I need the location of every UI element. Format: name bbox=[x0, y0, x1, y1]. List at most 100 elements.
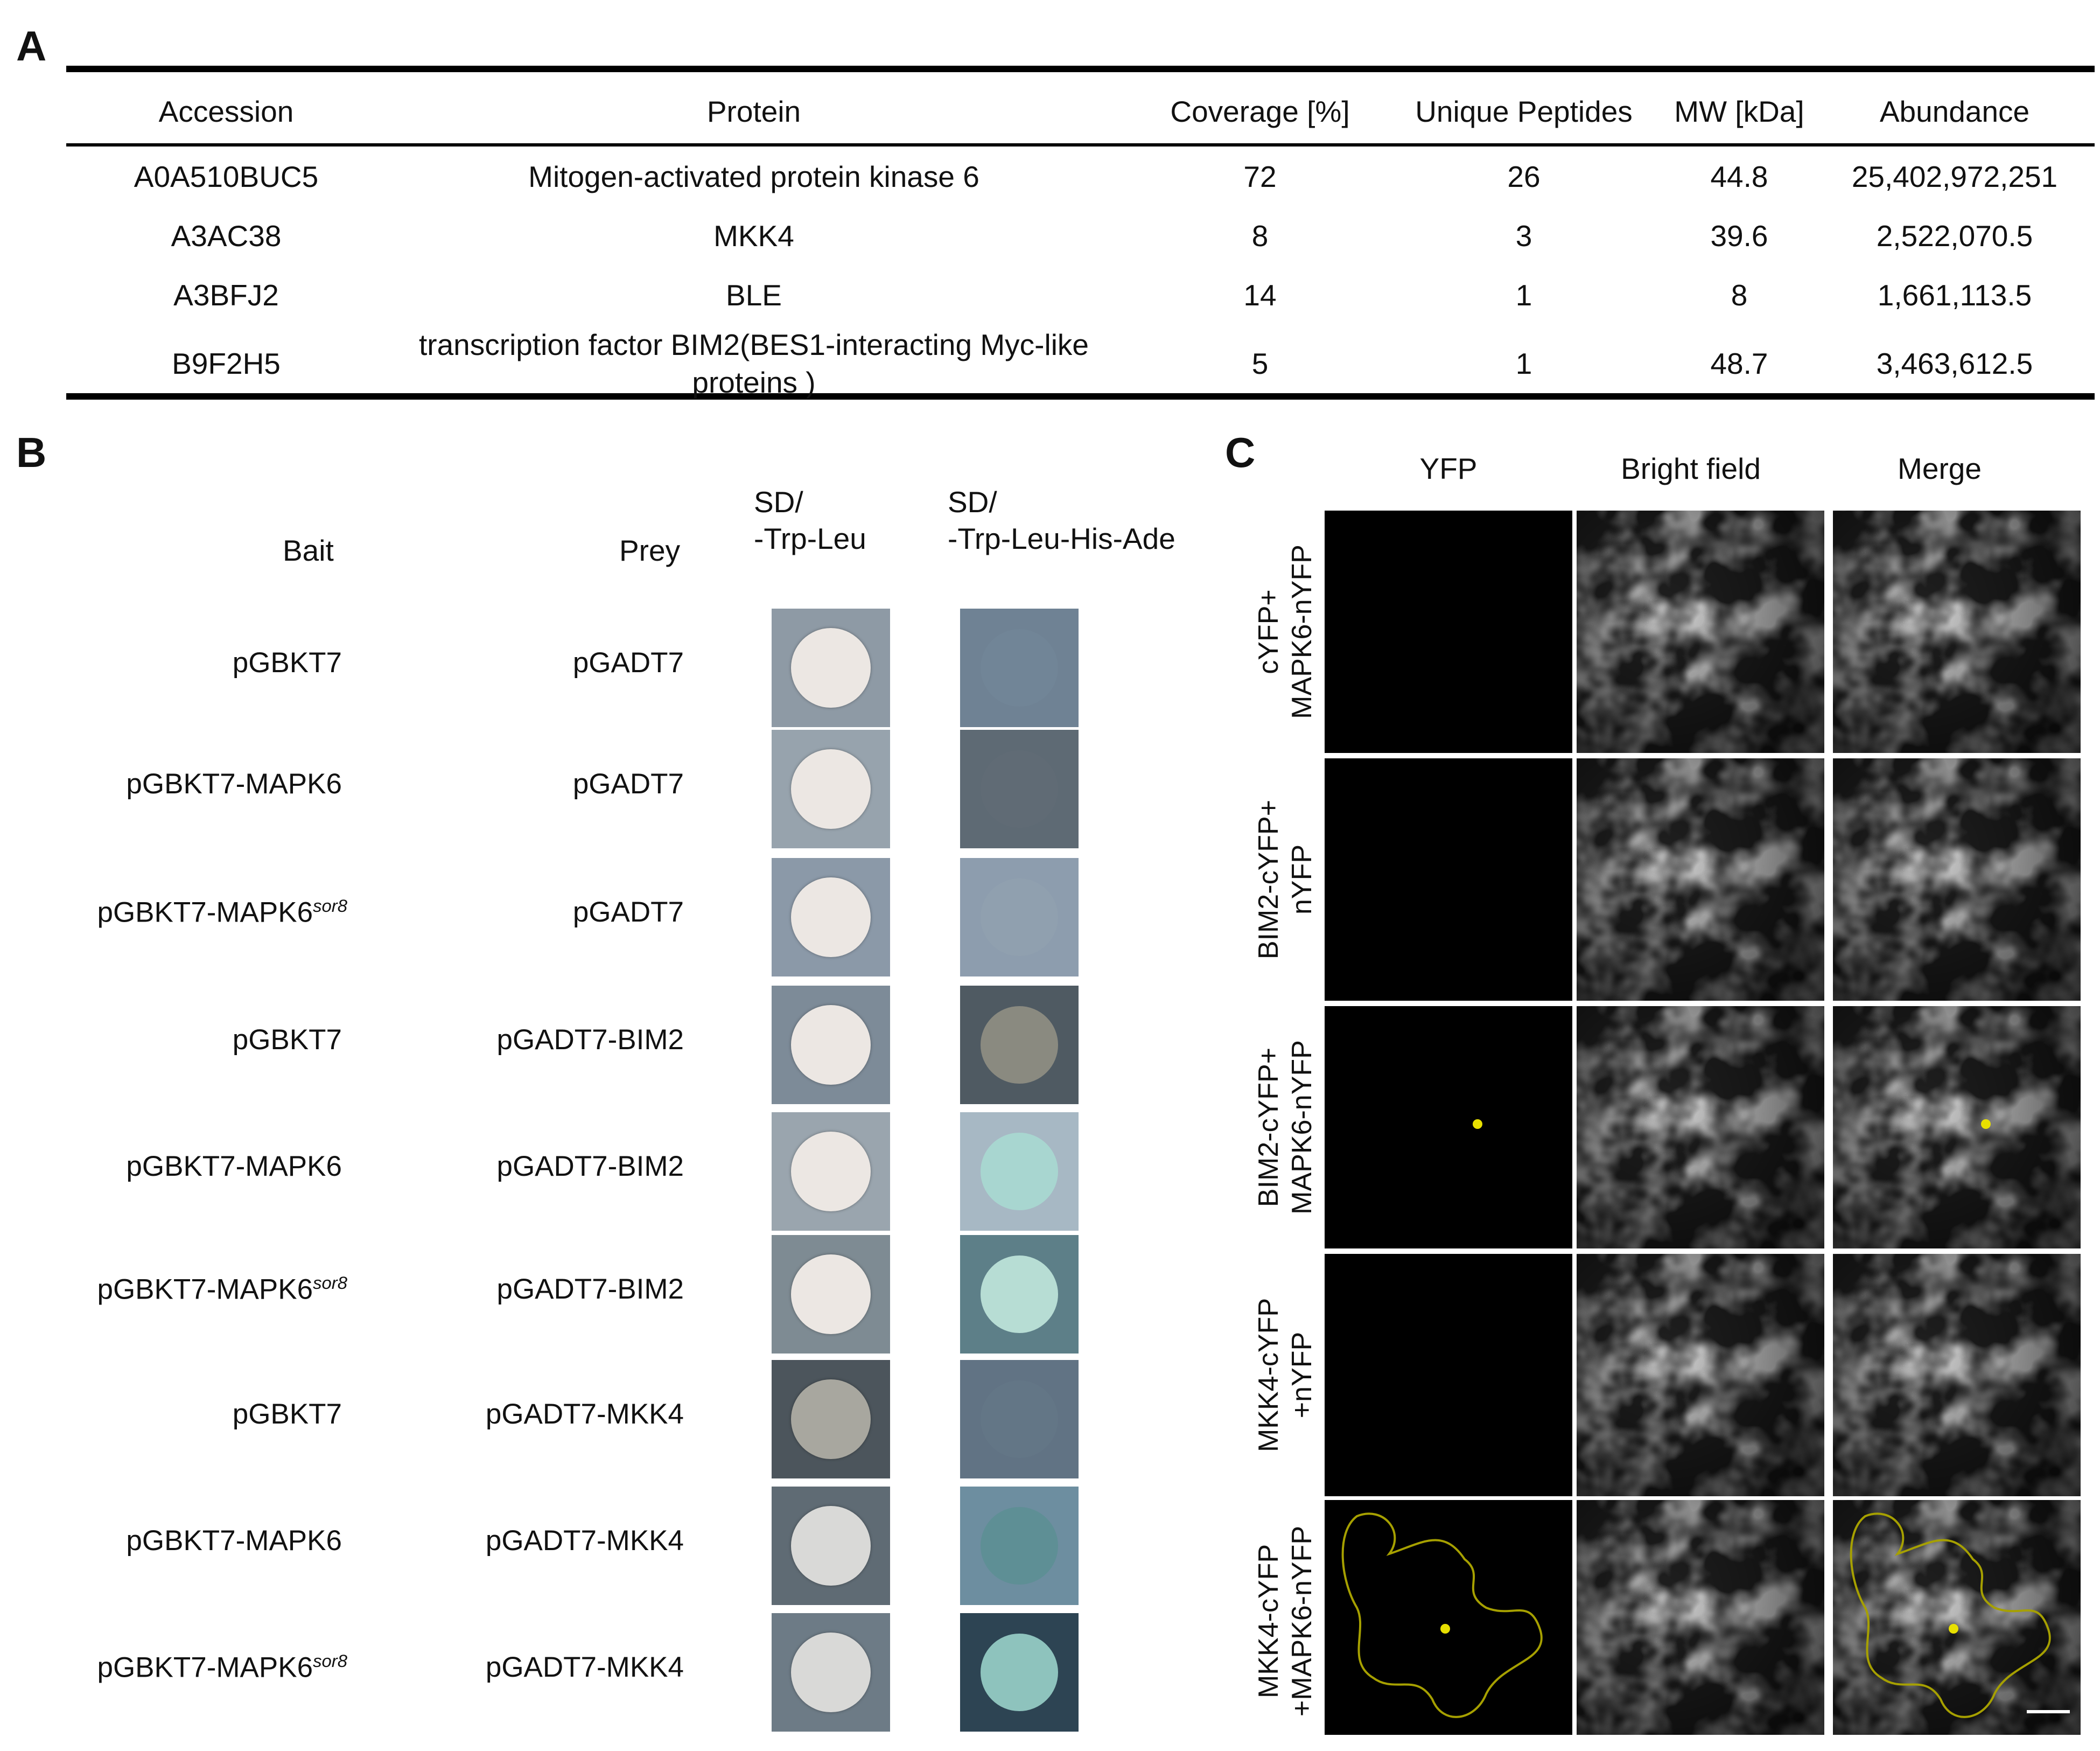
merge-image bbox=[1833, 1006, 2081, 1248]
cell-mw: 48.7 bbox=[1710, 347, 1768, 380]
cell-protein: Mitogen-activated protein kinase 6 bbox=[528, 160, 979, 193]
merge-image bbox=[1833, 1500, 2081, 1735]
prey-label: pGADT7-BIM2 bbox=[496, 1273, 684, 1305]
growth-spot-permissive bbox=[772, 1360, 890, 1478]
medium1-line2: -Trp-Leu bbox=[754, 522, 866, 555]
cell-unique-peptides: 26 bbox=[1507, 160, 1541, 193]
col-header-bright-field: Bright field bbox=[1621, 452, 1761, 485]
brightfield-image bbox=[1577, 758, 1824, 1001]
yfp-nucleus-signal bbox=[1949, 1624, 1958, 1634]
header-accession: Accession bbox=[158, 95, 294, 128]
bait-label: pGBKT7 bbox=[232, 1398, 342, 1430]
panel-b-label: B bbox=[16, 429, 47, 476]
sor8-superscript: sor8 bbox=[313, 1651, 347, 1671]
growth-spot-permissive bbox=[772, 1235, 890, 1354]
table-top-rule bbox=[66, 66, 2095, 72]
brightfield-image bbox=[1577, 1006, 1824, 1248]
yfp-image bbox=[1325, 1500, 1572, 1735]
header-protein: Protein bbox=[706, 95, 801, 128]
cell-mw: 39.6 bbox=[1710, 219, 1768, 253]
growth-spot-selective bbox=[960, 986, 1079, 1104]
cell-coverage: 72 bbox=[1243, 160, 1277, 193]
cell-unique-peptides: 1 bbox=[1515, 347, 1532, 380]
construct-label: BIM2-cYFP+ nYFP bbox=[1253, 799, 1318, 960]
cell-mw: 8 bbox=[1731, 278, 1748, 312]
col-header-merge: Merge bbox=[1898, 452, 1982, 485]
prey-label: pGADT7-BIM2 bbox=[496, 1150, 684, 1182]
brightfield-image bbox=[1577, 511, 1824, 753]
growth-spot-permissive bbox=[772, 986, 890, 1104]
merge-image bbox=[1833, 1254, 2081, 1496]
prey-label: pGADT7-MKK4 bbox=[485, 1398, 684, 1430]
scale-bar bbox=[2027, 1710, 2070, 1713]
table-bottom-rule bbox=[66, 393, 2095, 400]
bait-label: pGBKT7 bbox=[232, 647, 342, 679]
bait-label: pGBKT7 bbox=[232, 1024, 342, 1056]
yfp-nucleus-signal bbox=[1981, 1119, 1991, 1129]
medium1-line1: SD/ bbox=[754, 485, 803, 519]
cell-mw: 44.8 bbox=[1710, 160, 1768, 193]
yfp-nucleus-signal bbox=[1440, 1624, 1450, 1634]
cell-abundance: 1,661,113.5 bbox=[1877, 278, 2032, 312]
cell-protein: MKK4 bbox=[713, 219, 794, 253]
growth-spot-selective bbox=[960, 730, 1079, 848]
cell-accession: A0A510BUC5 bbox=[134, 160, 319, 193]
header-coverage: Coverage [%] bbox=[1170, 95, 1350, 128]
brightfield-image bbox=[1577, 1500, 1824, 1735]
panel-c-label: C bbox=[1225, 429, 1256, 476]
prey-header: Prey bbox=[619, 534, 681, 567]
cell-coverage: 14 bbox=[1243, 278, 1277, 312]
cell-accession: A3BFJ2 bbox=[173, 278, 279, 312]
prey-label: pGADT7-MKK4 bbox=[485, 1651, 684, 1683]
medium2-line1: SD/ bbox=[948, 485, 997, 519]
yfp-nucleus-signal bbox=[1473, 1119, 1482, 1129]
sor8-superscript: sor8 bbox=[313, 896, 347, 916]
cell-protein-line2: proteins ) bbox=[692, 366, 816, 399]
bait-header: Bait bbox=[283, 534, 334, 567]
growth-spot-selective bbox=[960, 1360, 1079, 1478]
growth-spot-permissive bbox=[772, 1112, 890, 1231]
cell-protein: BLE bbox=[726, 278, 782, 312]
prey-label: pGADT7 bbox=[572, 896, 684, 928]
cell-abundance: 2,522,070.5 bbox=[1876, 219, 2033, 253]
growth-spot-selective bbox=[960, 609, 1079, 727]
growth-spot-permissive bbox=[772, 730, 890, 848]
medium2-line2: -Trp-Leu-His-Ade bbox=[948, 522, 1175, 555]
growth-spot-selective bbox=[960, 1487, 1079, 1605]
cell-unique-peptides: 1 bbox=[1515, 278, 1532, 312]
growth-spot-permissive bbox=[772, 1613, 890, 1732]
growth-spot-selective bbox=[960, 1112, 1079, 1231]
bait-label: pGBKT7-MAPK6 bbox=[126, 1150, 342, 1182]
yfp-image bbox=[1325, 758, 1572, 1001]
header-mw: MW [kDa] bbox=[1674, 95, 1804, 128]
bait-label: pGBKT7-MAPK6sor8 bbox=[97, 1273, 347, 1306]
growth-spot-permissive bbox=[772, 609, 890, 727]
cell-accession: A3AC38 bbox=[171, 219, 282, 253]
cell-coverage: 8 bbox=[1251, 219, 1269, 253]
prey-label: pGADT7 bbox=[572, 768, 684, 800]
membrane-outline bbox=[1341, 1512, 1543, 1718]
bait-label: pGBKT7-MAPK6sor8 bbox=[97, 1651, 347, 1684]
yfp-image bbox=[1325, 1006, 1572, 1248]
construct-label: cYFP+ MAPK6-nYFP bbox=[1253, 545, 1318, 719]
growth-spot-selective bbox=[960, 858, 1079, 976]
brightfield-image bbox=[1577, 1254, 1824, 1496]
cell-protein-line1: transcription factor BIM2(BES1-interacti… bbox=[418, 328, 1089, 361]
growth-spot-selective bbox=[960, 1613, 1079, 1732]
prey-label: pGADT7-BIM2 bbox=[496, 1024, 684, 1056]
growth-spot-permissive bbox=[772, 858, 890, 976]
header-unique-peptides: Unique Peptides bbox=[1415, 95, 1633, 128]
sor8-superscript: sor8 bbox=[313, 1273, 347, 1293]
cell-accession: B9F2H5 bbox=[172, 347, 281, 380]
construct-label: BIM2-cYFP+ MAPK6-nYFP bbox=[1253, 1040, 1318, 1215]
bait-label: pGBKT7-MAPK6 bbox=[126, 768, 342, 800]
panel-a-label: A bbox=[16, 22, 47, 69]
cell-unique-peptides: 3 bbox=[1515, 219, 1532, 253]
growth-spot-selective bbox=[960, 1235, 1079, 1354]
prey-label: pGADT7-MKK4 bbox=[485, 1525, 684, 1557]
cell-coverage: 5 bbox=[1251, 347, 1269, 380]
merge-image bbox=[1833, 758, 2081, 1001]
bait-label: pGBKT7-MAPK6sor8 bbox=[97, 896, 347, 929]
yfp-image bbox=[1325, 511, 1572, 753]
growth-spot-permissive bbox=[772, 1487, 890, 1605]
